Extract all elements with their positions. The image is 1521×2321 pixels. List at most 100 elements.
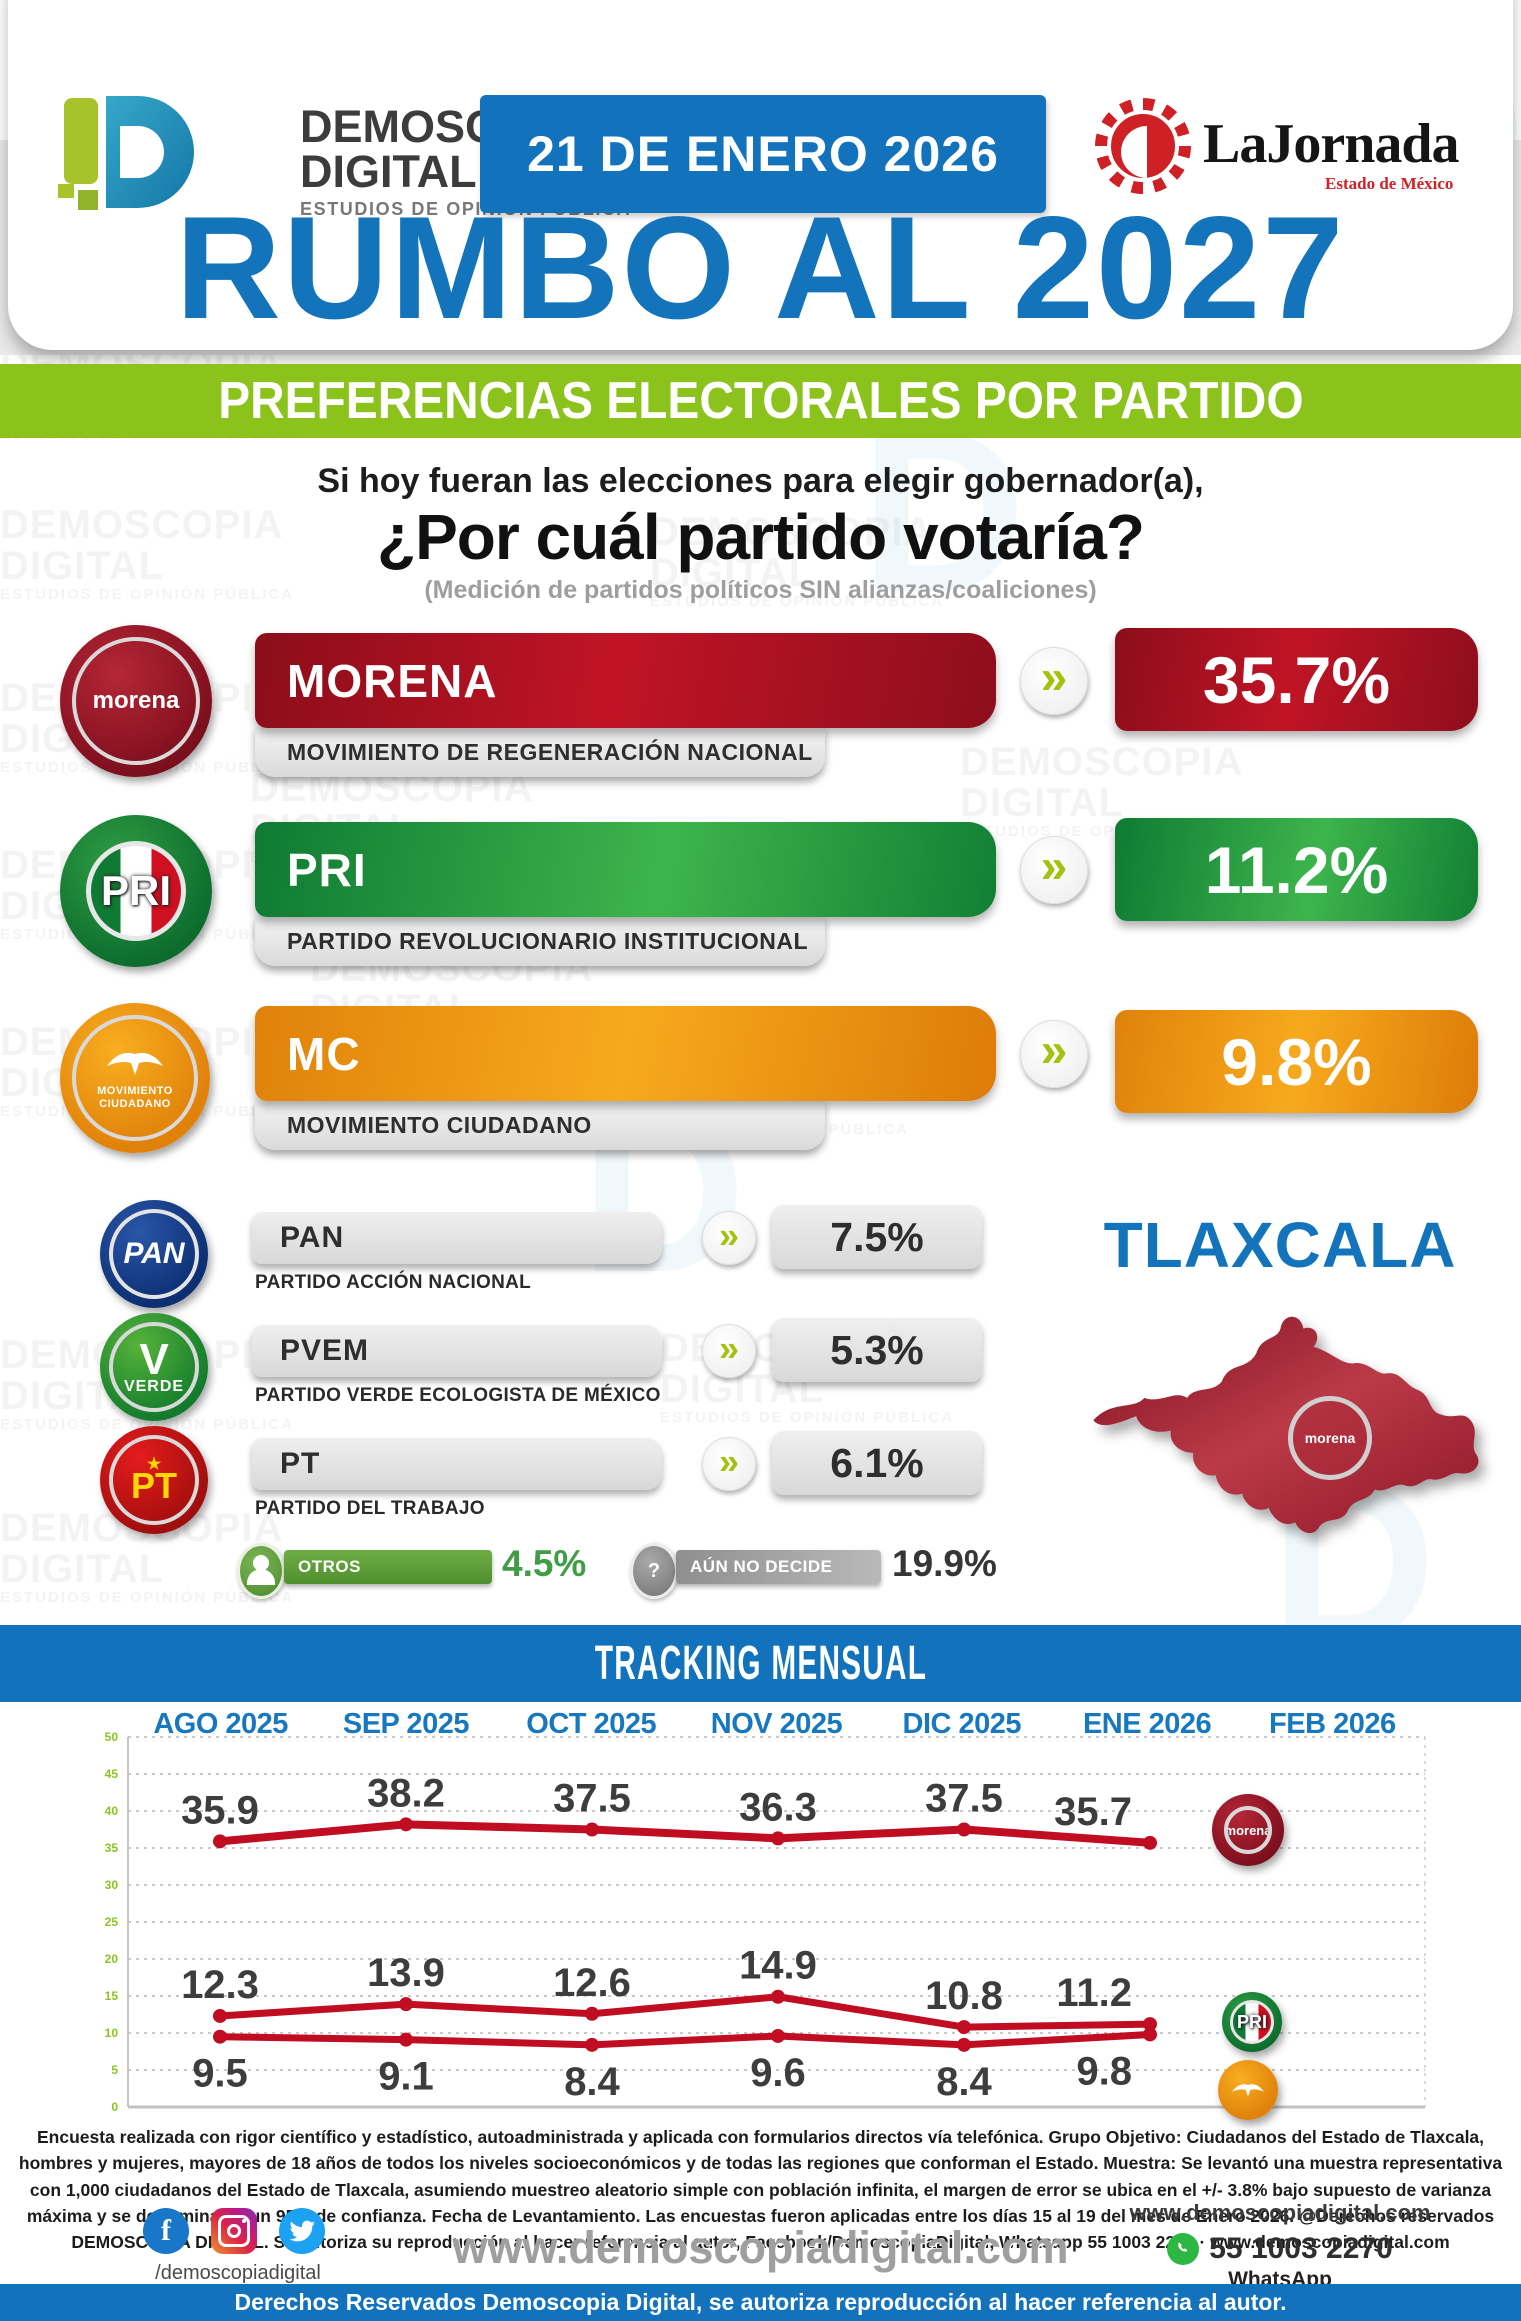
svg-text:10.8: 10.8 xyxy=(925,1974,1003,2018)
pan-fullname: PARTIDO ACCIÓN NACIONAL xyxy=(255,1272,532,1293)
svg-text:37.5: 37.5 xyxy=(553,1777,631,1821)
date-text: 21 DE ENERO 2026 xyxy=(527,126,999,182)
pri-party-logo: PRI xyxy=(60,815,212,967)
month-label: NOV 2025 xyxy=(710,1708,843,1740)
svg-text:20: 20 xyxy=(105,1952,119,1966)
month-label: DIC 2025 xyxy=(902,1708,1022,1740)
pvem-party-logo: V VERDE xyxy=(100,1313,208,1421)
instagram-icon[interactable] xyxy=(211,2208,257,2254)
undecided-bar: AÚN NO DECIDE xyxy=(676,1550,881,1584)
undecided-question-icon: ? xyxy=(630,1543,678,1599)
mc-fullname: MOVIMIENTO CIUDADANO xyxy=(287,1111,592,1138)
pri-fullname: PARTIDO REVOLUCIONARIO INSTITUCIONAL xyxy=(287,927,809,954)
pan-value-box: 7.5% xyxy=(772,1205,982,1269)
mc-value-box: 9.8% xyxy=(1115,1010,1478,1113)
pan-chevron-icon: » xyxy=(702,1211,756,1265)
svg-text:40: 40 xyxy=(105,1804,119,1818)
svg-text:10: 10 xyxy=(105,2026,119,2040)
svg-text:13.9: 13.9 xyxy=(367,1951,445,1995)
mc-party-logo: MOVIMIENTO CIUDADANO xyxy=(60,1003,210,1153)
mc-bar-label: MC xyxy=(287,1027,361,1080)
mc-value: 9.8% xyxy=(1221,1024,1372,1099)
tracking-title-bar: TRACKING MENSUAL xyxy=(0,1625,1521,1702)
pan-bar-label: PAN xyxy=(280,1221,345,1254)
whatsapp-row[interactable]: 55 1003 2270 xyxy=(1100,2232,1460,2266)
website-link[interactable]: www.demoscopiadigital.com xyxy=(1129,2200,1431,2225)
pri-value: 11.2% xyxy=(1204,832,1389,907)
mc-fullname-bar: MOVIMIENTO CIUDADANO xyxy=(255,1100,825,1150)
pan-bar: PAN xyxy=(252,1212,662,1264)
svg-text:0: 0 xyxy=(111,2100,118,2114)
morena-value: 35.7% xyxy=(1202,642,1391,717)
svg-text:38.2: 38.2 xyxy=(367,1771,445,1815)
pt-party-logo: ★ PT xyxy=(100,1426,208,1534)
lajornada-name: LaJornada xyxy=(1203,113,1459,175)
website-watermark: www.demoscopiadigital.com xyxy=(452,2222,1069,2273)
section-banner-text: PREFERENCIAS ELECTORALES POR PARTIDO xyxy=(217,372,1304,430)
svg-text:9.8: 9.8 xyxy=(1076,2049,1132,2093)
month-label: ENE 2026 xyxy=(1082,1708,1212,1740)
pan-value: 7.5% xyxy=(830,1213,924,1260)
pt-bar: PT xyxy=(252,1438,662,1490)
copyright-text: Derechos Reservados Demoscopia Digital, … xyxy=(234,2289,1287,2315)
svg-text:30: 30 xyxy=(105,1878,119,1892)
pvem-bar-label: PVEM xyxy=(280,1334,370,1367)
svg-text:8.4: 8.4 xyxy=(936,2060,992,2104)
pan-logo-text: PAN xyxy=(123,1237,185,1270)
social-handle[interactable]: /demoscopiadigital xyxy=(155,2262,321,2284)
svg-text:36.3: 36.3 xyxy=(739,1785,817,1829)
morena-fullname-bar: MOVIMIENTO DE REGENERACIÓN NACIONAL xyxy=(255,727,825,777)
svg-text:12.3: 12.3 xyxy=(181,1963,259,2007)
twitter-icon[interactable] xyxy=(279,2208,325,2254)
logo-name-line2: DIGITAL xyxy=(300,146,477,197)
mc-bar: MC xyxy=(255,1006,996,1101)
lajornada-logo: LaJornada Estado de México xyxy=(1085,96,1475,206)
question-line1: Si hoy fueran las elecciones para elegir… xyxy=(317,462,1204,500)
undecided-label: AÚN NO DECIDE xyxy=(690,1557,833,1576)
svg-text:9.5: 9.5 xyxy=(192,2052,248,2096)
pri-logo-text: PRI xyxy=(100,867,171,914)
morena-chevron-icon: » xyxy=(1020,647,1088,715)
pan-party-logo: PAN xyxy=(100,1200,208,1308)
pri-fullname-bar: PARTIDO REVOLUCIONARIO INSTITUCIONAL xyxy=(255,916,825,966)
mc-eagle-icon xyxy=(1232,2084,1264,2097)
svg-text:35: 35 xyxy=(105,1841,119,1855)
copyright-bar: Derechos Reservados Demoscopia Digital, … xyxy=(0,2284,1521,2321)
svg-text:35.7: 35.7 xyxy=(1054,1790,1132,1834)
section-banner: PREFERENCIAS ELECTORALES POR PARTIDO xyxy=(0,364,1521,438)
state-name: TLAXCALA xyxy=(1103,1209,1457,1281)
methodology-text: Encuesta realizada con rigor científico … xyxy=(18,2127,1503,2252)
undecided-value: 19.9% xyxy=(892,1543,997,1584)
tlaxcala-map: morena xyxy=(1080,1300,1490,1570)
whatsapp-icon xyxy=(1167,2233,1200,2265)
pvem-bar: PVEM xyxy=(252,1325,662,1377)
pvem-value-box: 5.3% xyxy=(772,1318,982,1382)
morena-party-logo: morena xyxy=(60,625,212,777)
pri-bar-label: PRI xyxy=(287,843,367,896)
chart-mc-badge xyxy=(1218,2060,1278,2120)
pt-fullname: PARTIDO DEL TRABAJO xyxy=(255,1498,485,1519)
otros-label: OTROS xyxy=(298,1557,361,1576)
morena-value-box: 35.7% xyxy=(1115,628,1478,731)
tracking-title: TRACKING MENSUAL xyxy=(594,1637,927,1690)
morena-logo-text: morena xyxy=(92,687,180,714)
lajornada-region: Estado de México xyxy=(1325,174,1454,193)
mc-logo-inner: MOVIMIENTO CIUDADANO xyxy=(97,1046,173,1110)
svg-text:50: 50 xyxy=(105,1730,119,1744)
chart-morena-badge: morena xyxy=(1212,1794,1284,1866)
pt-bar-label: PT xyxy=(280,1447,321,1480)
svg-text:15: 15 xyxy=(105,1989,119,2003)
pt-value: 6.1% xyxy=(830,1439,924,1486)
pri-bar: PRI xyxy=(255,822,996,917)
svg-text:9.6: 9.6 xyxy=(750,2051,806,2095)
facebook-icon[interactable]: f xyxy=(143,2208,189,2254)
svg-text:35.9: 35.9 xyxy=(181,1788,259,1832)
svg-text:25: 25 xyxy=(105,1915,119,1929)
svg-text:8.4: 8.4 xyxy=(564,2060,620,2104)
morena-fullname: MOVIMIENTO DE REGENERACIÓN NACIONAL xyxy=(287,738,813,765)
svg-text:12.6: 12.6 xyxy=(553,1961,631,2005)
pvem-chevron-icon: » xyxy=(702,1324,756,1378)
otros-bar: OTROS xyxy=(284,1550,492,1584)
pri-logo-core: PRI xyxy=(86,841,186,941)
